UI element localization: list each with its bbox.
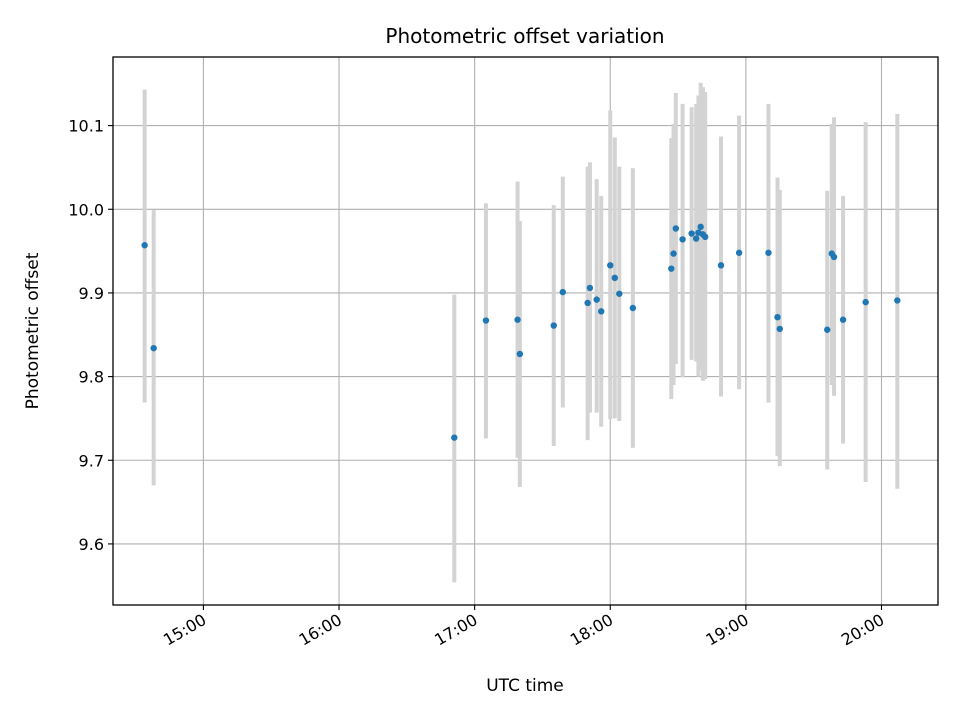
data-point [607, 262, 614, 269]
y-axis-label: Photometric offset [23, 252, 43, 409]
data-point [598, 308, 605, 315]
data-point [516, 350, 524, 358]
y-tick-label: 9.6 [79, 535, 104, 554]
x-axis-label: UTC time [486, 676, 564, 696]
y-tick-label: 10.0 [68, 200, 104, 219]
data-point [774, 313, 781, 321]
y-tick-label: 9.9 [79, 284, 104, 303]
grid [113, 57, 938, 605]
data-point [776, 325, 783, 333]
chart-title: Photometric offset variation [385, 24, 664, 48]
data-point [672, 225, 680, 232]
data-point [679, 236, 686, 243]
data-point [894, 297, 901, 304]
y-axis-ticks: 9.6 9.7 9.8 9.9 10.0 10.1 [68, 117, 113, 554]
data-point [830, 253, 838, 261]
data-point [717, 262, 725, 269]
data-point [141, 242, 148, 249]
data-point [688, 230, 695, 237]
data-point [593, 296, 600, 303]
data-point [514, 316, 521, 323]
data-point [150, 344, 157, 352]
data-point [765, 249, 772, 256]
y-tick-label: 10.1 [68, 117, 104, 136]
y-tick-label: 9.7 [79, 451, 104, 470]
data-point [584, 299, 591, 307]
data-point [629, 304, 637, 312]
y-tick-label: 9.8 [79, 368, 104, 387]
data-points [141, 223, 901, 441]
data-point [839, 316, 847, 323]
data-point [692, 235, 700, 242]
data-point [482, 317, 490, 324]
data-point [670, 250, 677, 257]
data-point [697, 223, 704, 231]
data-point [616, 290, 623, 297]
data-point [611, 274, 618, 282]
data-point [701, 233, 709, 241]
data-point [586, 284, 594, 292]
data-point [735, 249, 743, 256]
data-point [824, 326, 831, 333]
data-point [451, 434, 458, 441]
plot-frame [112, 56, 939, 606]
data-point [559, 288, 566, 296]
data-point [668, 265, 675, 272]
data-point [550, 322, 557, 329]
data-point [862, 298, 869, 306]
